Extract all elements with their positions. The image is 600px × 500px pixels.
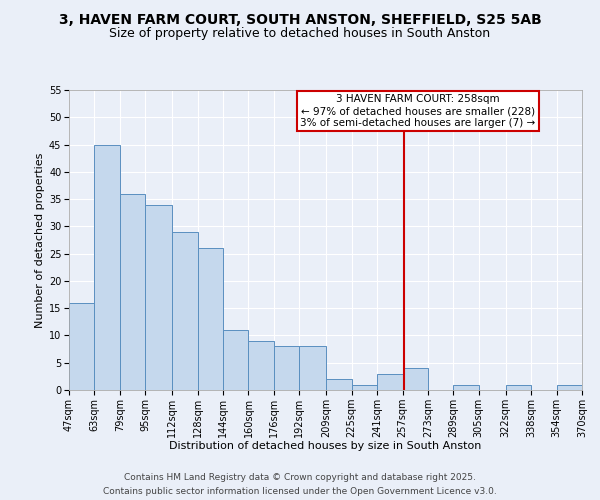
Text: Contains HM Land Registry data © Crown copyright and database right 2025.: Contains HM Land Registry data © Crown c… xyxy=(124,473,476,482)
Bar xyxy=(172,232,197,390)
Text: Contains public sector information licensed under the Open Government Licence v3: Contains public sector information licen… xyxy=(103,486,497,496)
Bar xyxy=(403,368,428,390)
Bar xyxy=(69,302,94,390)
X-axis label: Distribution of detached houses by size in South Anston: Distribution of detached houses by size … xyxy=(169,442,482,452)
Bar xyxy=(299,346,326,390)
Bar xyxy=(94,144,120,390)
Bar xyxy=(326,379,352,390)
Bar xyxy=(145,204,172,390)
Y-axis label: Number of detached properties: Number of detached properties xyxy=(35,152,44,328)
Bar xyxy=(454,384,479,390)
Bar xyxy=(223,330,248,390)
Bar xyxy=(352,384,377,390)
Bar xyxy=(377,374,403,390)
Bar xyxy=(248,341,274,390)
Bar xyxy=(274,346,299,390)
Text: Size of property relative to detached houses in South Anston: Size of property relative to detached ho… xyxy=(109,28,491,40)
Bar xyxy=(506,384,531,390)
Bar xyxy=(120,194,145,390)
Bar xyxy=(197,248,223,390)
Text: 3 HAVEN FARM COURT: 258sqm
← 97% of detached houses are smaller (228)
3% of semi: 3 HAVEN FARM COURT: 258sqm ← 97% of deta… xyxy=(300,94,535,128)
Bar xyxy=(557,384,582,390)
Text: 3, HAVEN FARM COURT, SOUTH ANSTON, SHEFFIELD, S25 5AB: 3, HAVEN FARM COURT, SOUTH ANSTON, SHEFF… xyxy=(59,12,541,26)
